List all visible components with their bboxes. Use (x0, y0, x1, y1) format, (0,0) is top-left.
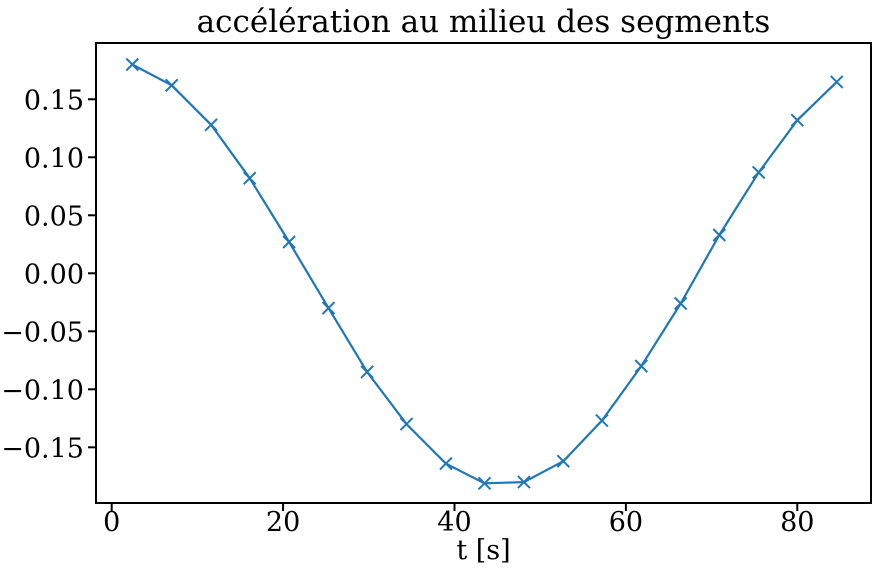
y-tick-label: −0.15 (1, 433, 84, 464)
x-tick-label: 60 (609, 507, 643, 538)
y-tick-label: −0.10 (1, 375, 84, 406)
axes-ticks (88, 98, 799, 511)
x-tick-label: 40 (437, 507, 471, 538)
plot-border (95, 42, 872, 504)
y-tick-label: 0.10 (24, 143, 84, 174)
y-tick-label: −0.05 (1, 317, 84, 348)
data-series (125, 57, 844, 491)
x-tick-label: 0 (103, 507, 120, 538)
x-tick-label: 80 (780, 507, 814, 538)
x-axis-label: t [s] (456, 535, 510, 566)
chart-title: accélération au milieu des segments (197, 4, 771, 40)
y-tick-label: 0.05 (24, 201, 84, 232)
data-point-markers (125, 57, 844, 491)
axes-tick-labels: 0 20 40 60 80 −0.15 −0.10 −0.05 0.00 0.05 0.10 0.15 (1, 85, 814, 538)
y-tick-label: 0.15 (24, 85, 84, 116)
x-tick-label: 20 (266, 507, 300, 538)
y-tick-label: 0.00 (24, 259, 84, 290)
